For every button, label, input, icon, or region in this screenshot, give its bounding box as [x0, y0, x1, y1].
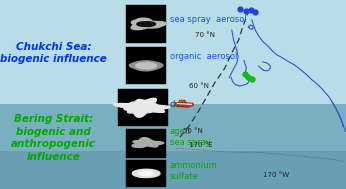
Text: 170 °W: 170 °W: [263, 172, 289, 178]
Text: Chukchi Sea:
biogenic influence: Chukchi Sea: biogenic influence: [0, 42, 107, 64]
Polygon shape: [132, 138, 164, 147]
Bar: [126, 47, 166, 84]
Text: organic  aerosol: organic aerosol: [170, 52, 237, 61]
Bar: [126, 129, 166, 158]
Text: dust: dust: [170, 100, 188, 109]
Text: aged
sea spray: aged sea spray: [170, 127, 210, 147]
Bar: [0, 151, 346, 189]
Polygon shape: [133, 169, 160, 177]
Polygon shape: [139, 171, 154, 176]
Bar: [126, 5, 166, 43]
Text: 70 °N: 70 °N: [195, 32, 216, 38]
Polygon shape: [136, 63, 156, 69]
Text: 50 °N: 50 °N: [183, 128, 203, 134]
Polygon shape: [179, 100, 185, 103]
Text: 170 °E: 170 °E: [189, 142, 212, 148]
Bar: [0, 104, 346, 151]
Polygon shape: [131, 18, 166, 30]
Text: ammonium
sulfate: ammonium sulfate: [170, 161, 217, 181]
Bar: [0, 0, 346, 104]
Polygon shape: [129, 61, 163, 71]
Polygon shape: [137, 22, 155, 26]
Text: 60 °N: 60 °N: [189, 83, 209, 89]
Bar: [118, 89, 168, 126]
Polygon shape: [113, 98, 170, 117]
Text: sea spray  aerosol: sea spray aerosol: [170, 15, 246, 24]
Polygon shape: [176, 102, 194, 107]
Bar: [126, 160, 166, 187]
Text: Bering Strait:
biogenic and
anthropogenic
influence: Bering Strait: biogenic and anthropogeni…: [11, 114, 96, 162]
